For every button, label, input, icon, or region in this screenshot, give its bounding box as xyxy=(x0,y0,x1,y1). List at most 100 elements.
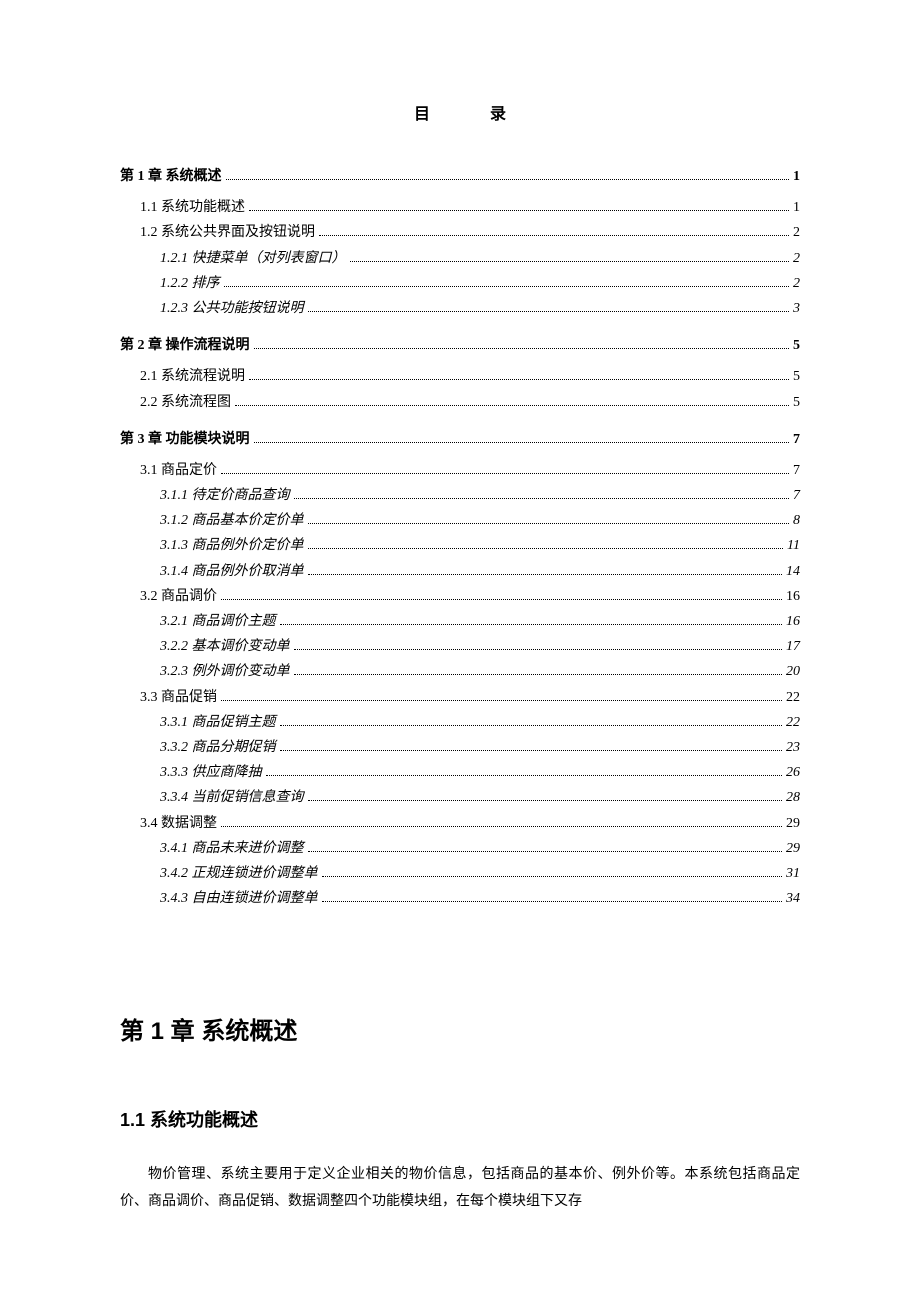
toc-leader-dots xyxy=(280,750,783,751)
toc-entry-label: 3.3 商品促销 xyxy=(140,685,217,710)
toc-container: 第 1 章 系统概述11.1 系统功能概述11.2 系统公共界面及按钮说明21.… xyxy=(120,164,800,911)
toc-entry-page: 7 xyxy=(793,458,800,483)
toc-entry: 3.2.2 基本调价变动单 17 xyxy=(120,634,800,659)
toc-entry-label: 3.2 商品调价 xyxy=(140,584,217,609)
toc-entry: 3.1.3 商品例外价定价单11 xyxy=(120,533,800,558)
toc-leader-dots xyxy=(235,405,789,406)
toc-leader-dots xyxy=(308,311,790,312)
toc-entry-label: 3.2.2 基本调价变动单 xyxy=(160,634,290,659)
toc-entry: 3.2.1 商品调价主题 16 xyxy=(120,609,800,634)
toc-entry: 第 3 章 功能模块说明 7 xyxy=(120,427,800,452)
toc-entry: 3.1.4 商品例外价取消单14 xyxy=(120,559,800,584)
toc-entry: 3.3 商品促销 22 xyxy=(120,685,800,710)
toc-entry-label: 第 2 章 操作流程说明 xyxy=(120,333,250,358)
toc-entry: 3.3.1 商品促销主题22 xyxy=(120,710,800,735)
toc-entry: 1.1 系统功能概述1 xyxy=(120,195,800,220)
toc-entry-page: 1 xyxy=(793,195,800,220)
toc-entry: 1.2 系统公共界面及按钮说明 2 xyxy=(120,220,800,245)
toc-entry: 1.2.2 排序 2 xyxy=(120,271,800,296)
toc-title: 目录 xyxy=(120,100,800,124)
toc-entry-label: 3.3.1 商品促销主题 xyxy=(160,710,276,735)
toc-leader-dots xyxy=(308,574,783,575)
toc-entry-label: 3.1.4 商品例外价取消单 xyxy=(160,559,304,584)
toc-entry-label: 2.2 系统流程图 xyxy=(140,390,231,415)
toc-leader-dots xyxy=(308,800,783,801)
toc-entry-page: 2 xyxy=(793,271,800,296)
toc-entry-label: 第 1 章 系统概述 xyxy=(120,164,222,189)
toc-entry-page: 23 xyxy=(786,735,800,760)
toc-entry: 3.1 商品定价 7 xyxy=(120,458,800,483)
toc-leader-dots xyxy=(308,523,790,524)
chapter-heading: 第 1 章 系统概述 xyxy=(120,1011,800,1046)
toc-entry-page: 16 xyxy=(786,584,800,609)
toc-entry-label: 2.1 系统流程说明 xyxy=(140,364,245,389)
toc-entry-label: 3.1.1 待定价商品查询 xyxy=(160,483,290,508)
toc-entry: 3.2.3 例外调价变动单20 xyxy=(120,659,800,684)
toc-leader-dots xyxy=(224,286,790,287)
toc-entry-page: 1 xyxy=(793,164,800,189)
toc-entry-label: 1.2 系统公共界面及按钮说明 xyxy=(140,220,315,245)
toc-entry-page: 5 xyxy=(793,333,800,358)
toc-entry-page: 5 xyxy=(793,364,800,389)
toc-leader-dots xyxy=(308,851,783,852)
toc-entry-page: 2 xyxy=(793,220,800,245)
toc-entry: 第 2 章 操作流程说明 5 xyxy=(120,333,800,358)
toc-entry: 1.2.1 快捷菜单（对列表窗口） 2 xyxy=(120,246,800,271)
toc-leader-dots xyxy=(221,700,782,701)
toc-leader-dots xyxy=(294,649,783,650)
toc-entry-page: 29 xyxy=(786,811,800,836)
toc-entry-label: 3.1.2 商品基本价定价单 xyxy=(160,508,304,533)
toc-entry: 1.2.3 公共功能按钮说明3 xyxy=(120,296,800,321)
toc-leader-dots xyxy=(350,261,790,262)
toc-entry-label: 3.4.3 自由连锁进价调整单 xyxy=(160,886,318,911)
toc-entry: 3.3.4 当前促销信息查询 28 xyxy=(120,785,800,810)
toc-entry-page: 34 xyxy=(786,886,800,911)
toc-leader-dots xyxy=(266,775,783,776)
toc-entry-label: 3.3.2 商品分期促销 xyxy=(160,735,276,760)
toc-leader-dots xyxy=(322,876,783,877)
toc-entry-label: 3.4.2 正规连锁进价调整单 xyxy=(160,861,318,886)
toc-leader-dots xyxy=(226,179,790,180)
toc-leader-dots xyxy=(221,473,789,474)
toc-leader-dots xyxy=(294,674,783,675)
body-paragraph: 物价管理、系统主要用于定义企业相关的物价信息，包括商品的基本价、例外价等。本系统… xyxy=(120,1162,800,1215)
toc-entry-label: 1.2.2 排序 xyxy=(160,271,220,296)
toc-entry-label: 1.2.1 快捷菜单（对列表窗口） xyxy=(160,246,346,271)
toc-entry-page: 2 xyxy=(793,246,800,271)
toc-entry-label: 3.1 商品定价 xyxy=(140,458,217,483)
toc-entry-page: 22 xyxy=(786,685,800,710)
toc-entry-page: 11 xyxy=(787,533,800,558)
toc-entry-label: 1.2.3 公共功能按钮说明 xyxy=(160,296,304,321)
toc-leader-dots xyxy=(308,548,784,549)
toc-entry-label: 3.3.4 当前促销信息查询 xyxy=(160,785,304,810)
toc-entry-page: 8 xyxy=(793,508,800,533)
toc-entry-label: 3.4 数据调整 xyxy=(140,811,217,836)
toc-entry: 第 1 章 系统概述 1 xyxy=(120,164,800,189)
toc-entry: 3.4.1 商品未来进价调整29 xyxy=(120,836,800,861)
toc-entry: 3.4.3 自由连锁进价调整单 34 xyxy=(120,886,800,911)
toc-entry: 2.1 系统流程说明 5 xyxy=(120,364,800,389)
toc-entry-page: 28 xyxy=(786,785,800,810)
toc-leader-dots xyxy=(280,725,783,726)
section-heading: 1.1 系统功能概述 xyxy=(120,1106,800,1132)
toc-entry-page: 17 xyxy=(786,634,800,659)
toc-entry-label: 3.4.1 商品未来进价调整 xyxy=(160,836,304,861)
toc-leader-dots xyxy=(319,235,789,236)
toc-entry: 3.4.2 正规连锁进价调整单31 xyxy=(120,861,800,886)
toc-leader-dots xyxy=(322,901,783,902)
toc-leader-dots xyxy=(221,826,782,827)
toc-leader-dots xyxy=(221,599,782,600)
toc-leader-dots xyxy=(254,442,790,443)
toc-entry: 3.1.2 商品基本价定价单 8 xyxy=(120,508,800,533)
toc-leader-dots xyxy=(280,624,783,625)
toc-entry-label: 3.2.1 商品调价主题 xyxy=(160,609,276,634)
toc-entry: 3.3.3 供应商降抽26 xyxy=(120,760,800,785)
toc-entry-page: 7 xyxy=(793,483,800,508)
toc-entry: 3.2 商品调价 16 xyxy=(120,584,800,609)
toc-entry-label: 第 3 章 功能模块说明 xyxy=(120,427,250,452)
toc-entry-label: 3.3.3 供应商降抽 xyxy=(160,760,262,785)
toc-entry-page: 16 xyxy=(786,609,800,634)
toc-entry-page: 7 xyxy=(793,427,800,452)
toc-entry: 2.2 系统流程图5 xyxy=(120,390,800,415)
toc-entry-page: 20 xyxy=(786,659,800,684)
